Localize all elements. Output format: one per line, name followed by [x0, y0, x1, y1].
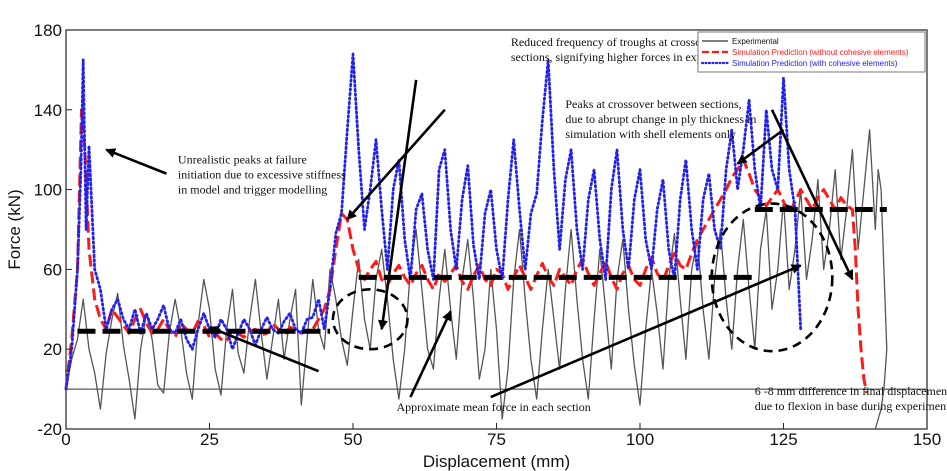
annotation-text-line: simulation with shell elements only — [565, 127, 736, 141]
x-tick-label: 150 — [913, 430, 941, 449]
legend: Experimental Simulation Prediction (witho… — [697, 31, 926, 73]
highlight-ellipse — [331, 288, 409, 351]
annotation-arrow — [490, 264, 802, 399]
annotation-text-line: Approximate mean force in each section — [397, 400, 591, 414]
annotation-arrow — [770, 109, 854, 281]
tick-layer: 0 25 50 75 100 125 150 -20 20 60 100 140 180 — [34, 21, 942, 449]
legend-label: Simulation Prediction (without cohesive … — [732, 48, 909, 57]
legend-box — [697, 31, 926, 73]
annotation-arrow — [346, 108, 446, 221]
y-tick-label: -20 — [37, 420, 62, 439]
annotation-arrow — [377, 79, 418, 331]
highlight-ellipse — [710, 202, 834, 353]
annotation-text-line: due to abrupt change in ply thickness in — [565, 112, 756, 126]
annotation-arrow — [105, 148, 167, 175]
annotation-text-line: due to flexion in base during experiment… — [755, 399, 947, 413]
y-axis-title: Force (kN) — [5, 189, 24, 269]
series-line-solid — [65, 129, 888, 430]
x-tick-label: 125 — [769, 430, 797, 449]
y-tick-label: 180 — [34, 21, 62, 40]
annotation-arrow-layer — [105, 79, 854, 399]
x-tick-label: 50 — [344, 430, 363, 449]
annotation-text-line: 6 -8 mm difference in final displacement — [755, 384, 947, 398]
x-axis-title: Displacement (mm) — [423, 452, 570, 471]
series-line-dotted — [64, 52, 803, 391]
annotation-text-line: Peaks at crossover between sections, — [565, 97, 741, 111]
x-tick-label: 0 — [61, 430, 70, 449]
x-tick-label: 75 — [487, 430, 506, 449]
x-tick-label: 100 — [626, 430, 654, 449]
y-tick-label: 20 — [43, 340, 62, 359]
y-tick-label: 100 — [34, 181, 62, 200]
annotation-arrow — [208, 325, 320, 373]
y-tick-label: 60 — [43, 260, 62, 279]
x-tick-label: 25 — [200, 430, 219, 449]
legend-label: Simulation Prediction (with cohesive ele… — [732, 59, 898, 68]
annotation-text-line: in model and trigger modelling — [178, 183, 327, 197]
mean-force-layer — [77, 207, 887, 334]
annotation-text-line: Reduced frequency of troughs at crossove… — [511, 35, 760, 49]
annotation-arrow — [409, 310, 452, 398]
annotation-text-line: sections, signifying higher forces in ex… — [511, 50, 745, 64]
legend-label: Experimental — [732, 37, 779, 46]
y-tick-label: 140 — [34, 101, 62, 120]
highlight-ellipse-layer — [331, 202, 834, 353]
annotation-text-line: initiation due to excessive stiffness — [178, 168, 346, 182]
annotation-arrow — [736, 128, 785, 165]
annotation-text-line: Unrealistic peaks at failure — [178, 153, 307, 167]
